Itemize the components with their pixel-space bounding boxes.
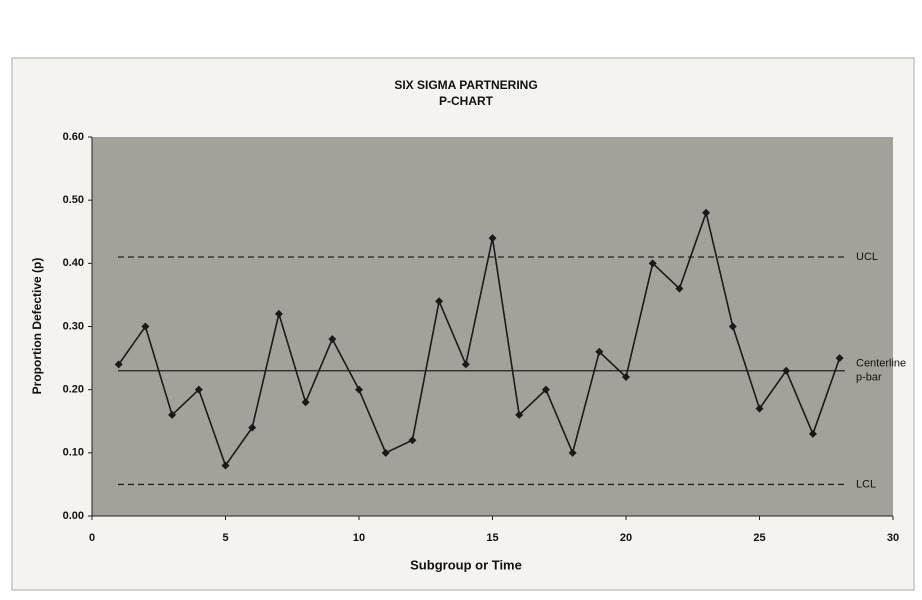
chart: SIX SIGMA PARTNERING P-CHART Subgroup or… (0, 0, 922, 600)
y-tick-label: 0.60 (63, 131, 84, 143)
chart-title: P-CHART (439, 94, 494, 108)
x-tick-label: 20 (620, 532, 632, 544)
reference-label: LCL (856, 478, 876, 490)
y-tick-label: 0.20 (63, 384, 84, 396)
x-tick-label: 5 (222, 532, 228, 544)
x-tick-label: 25 (753, 532, 765, 544)
y-tick-label: 0.50 (63, 194, 84, 206)
x-tick-label: 30 (887, 532, 899, 544)
x-axis-label: Subgroup or Time (410, 557, 522, 572)
y-tick-label: 0.00 (63, 510, 84, 522)
reference-label: p-bar (856, 372, 882, 384)
reference-label: UCL (856, 251, 878, 263)
y-tick-label: 0.10 (63, 447, 84, 459)
chart-title: SIX SIGMA PARTNERING (394, 78, 537, 92)
x-tick-label: 10 (353, 532, 365, 544)
y-tick-label: 0.40 (63, 257, 84, 269)
plot-area (92, 137, 893, 516)
x-tick-label: 0 (89, 532, 95, 544)
reference-label: Centerline (856, 358, 906, 370)
x-tick-label: 15 (486, 532, 498, 544)
y-axis-label: Proportion Defective (p) (30, 258, 44, 395)
y-tick-label: 0.30 (63, 320, 84, 332)
